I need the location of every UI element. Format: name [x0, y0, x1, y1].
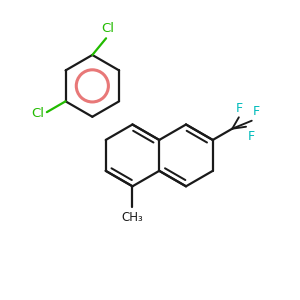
Text: F: F	[235, 102, 242, 115]
Text: Cl: Cl	[31, 107, 44, 120]
Text: Cl: Cl	[101, 22, 114, 35]
Text: CH₃: CH₃	[122, 211, 143, 224]
Text: F: F	[248, 130, 255, 143]
Text: F: F	[253, 105, 260, 118]
